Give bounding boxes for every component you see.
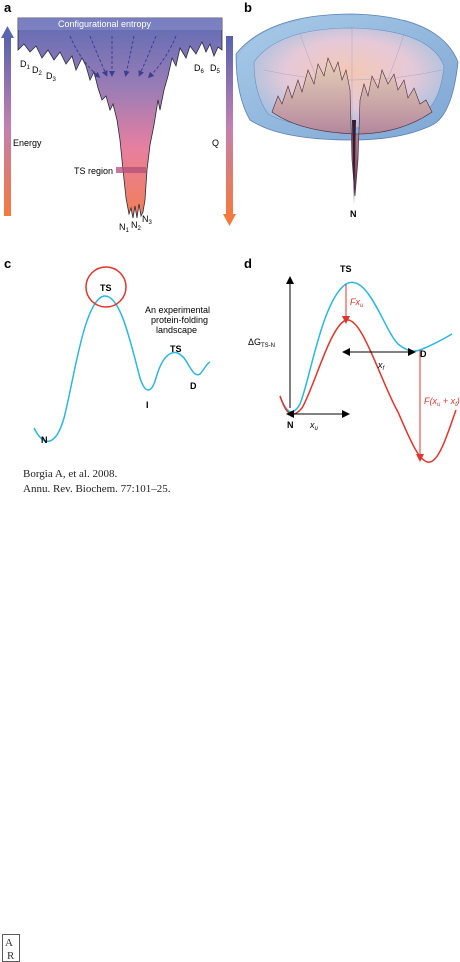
top-band [18,18,222,30]
svg-text:A: A [5,937,13,949]
panel-b: b N [235,0,459,219]
energy-axis-arrowhead [1,26,14,38]
panel-d-label: d [244,256,252,271]
panel-c-caption-line3: landscape [156,325,197,335]
fxuxf-label: F(xu + xf) [424,396,460,408]
panel-d-native-label: N [287,420,294,430]
delta-g-label: ΔGTS-N [248,337,275,349]
q-axis-arrowhead [223,214,236,226]
panel-c-label: c [4,256,11,271]
energy-axis-label: Energy [13,138,42,148]
panel-a-label: a [4,0,12,15]
descent-arrows [69,35,177,79]
n1-label: N1 [119,222,130,234]
q-axis-bar [226,36,233,216]
ts-region-label: TS region [74,166,113,176]
panel-c-ts-main: TS [100,283,112,293]
svg-text:R: R [7,950,15,962]
xu-label: xu [309,420,319,432]
d3-label: D3 [46,71,57,83]
panel-d-ts-label: TS [340,264,352,274]
citation-line-2: Annu. Rev. Biochem. 77:101–25. [23,483,171,495]
panel-a: a Energy Q Configurational entropy TS re… [1,0,236,234]
annual-reviews-logo: A R [2,934,20,962]
zero-force-curve [279,281,453,413]
ts-highlight-circle [85,266,127,308]
panel-b-native-label: N [350,209,357,219]
panel-c-denatured-label: D [190,381,197,391]
d2-label: D2 [32,65,43,77]
q-axis-label: Q [212,138,219,148]
force-tilted-curve [279,319,457,463]
d6-label: D6 [194,63,205,75]
n2-label: N2 [131,220,142,232]
fxu-label: Fxu [350,297,364,309]
d5-label: D5 [210,63,221,75]
panel-b-label: b [244,0,252,15]
folding-funnel [17,17,223,219]
panel-d-denatured-label: D [420,349,427,359]
panel-c-caption-line2: protein-folding [151,315,208,325]
panel-d: d ΔGTS-N Fxu xf xu F(xu + xf) TS N D [244,256,460,463]
d1-label: D1 [20,59,31,71]
panel-c: c TS TS N I D An experimental protein-fo… [4,256,211,445]
xf-label: xf [377,360,386,372]
panel-c-ts-second: TS [170,344,182,354]
folding-landscape-curve [33,295,211,442]
n3-label: N3 [142,214,153,226]
configurational-entropy-label: Configurational entropy [58,19,152,29]
figure-canvas: a Energy Q Configurational entropy TS re… [1,0,460,463]
panel-c-caption-line1: An experimental [145,305,210,315]
energy-axis-bar [4,36,11,216]
panel-c-native-label: N [41,435,48,445]
citation-line-1: Borgia A, et al. 2008. [23,468,118,480]
rugged-landscape [271,57,433,197]
native-funnel-tip [352,120,356,204]
panel-c-intermediate-label: I [146,400,149,410]
ts-region-band [116,167,146,173]
